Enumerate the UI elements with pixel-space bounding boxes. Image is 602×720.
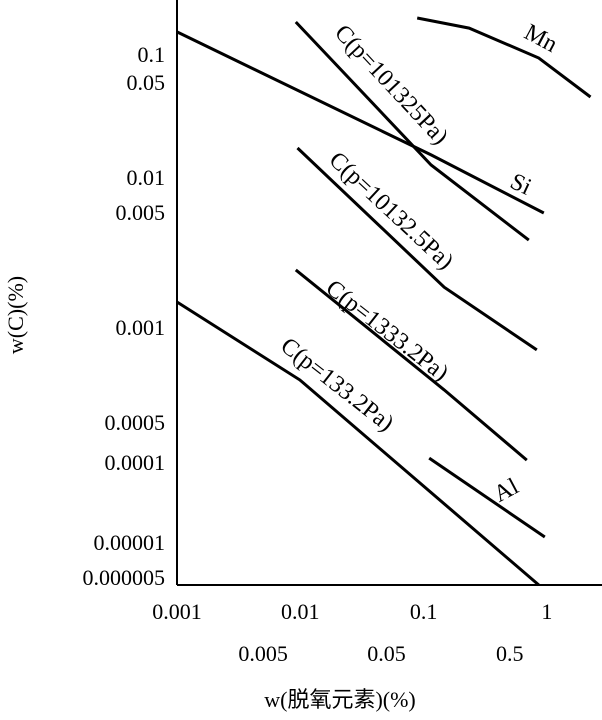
y-tick-label: 0.01 xyxy=(127,165,166,190)
curve xyxy=(294,268,528,462)
curve-label: C(p=10132.5Pa) xyxy=(324,147,458,275)
x-axis-label: w(脱氧元素)(%) xyxy=(264,687,416,712)
y-tick-label: 0.1 xyxy=(138,42,166,67)
y-axis-label: w(C)(%) xyxy=(3,276,28,354)
x-tick-label: 1 xyxy=(541,599,552,624)
y-tick-label: 0.005 xyxy=(116,200,166,225)
y-tick-label: 0.05 xyxy=(127,70,166,95)
x-tick-label: 0.1 xyxy=(410,599,438,624)
curve xyxy=(294,20,530,242)
curve xyxy=(176,300,540,587)
x-tick-label: 0.5 xyxy=(496,641,524,666)
x-tick-label: 0.05 xyxy=(367,641,406,666)
curve xyxy=(176,30,545,215)
y-tick-label: 0.0005 xyxy=(105,410,166,435)
x-tick-label: 0.001 xyxy=(152,599,202,624)
curve-label: C(p=133.2Pa) xyxy=(276,333,399,437)
curve xyxy=(296,146,538,352)
y-tick-label: 0.000005 xyxy=(83,565,166,590)
curve-label: C(p=101325Pa) xyxy=(329,20,453,150)
x-tick-label: 0.01 xyxy=(281,599,320,624)
curve xyxy=(416,16,592,99)
curve xyxy=(428,456,546,539)
x-tick-label: 0.005 xyxy=(238,641,288,666)
y-tick-label: 0.001 xyxy=(116,315,166,340)
y-tick-label: 0.0001 xyxy=(105,450,166,475)
y-tick-label: 0.00001 xyxy=(94,530,166,555)
curve-label: C(p=1333.2Pa) xyxy=(321,275,453,386)
